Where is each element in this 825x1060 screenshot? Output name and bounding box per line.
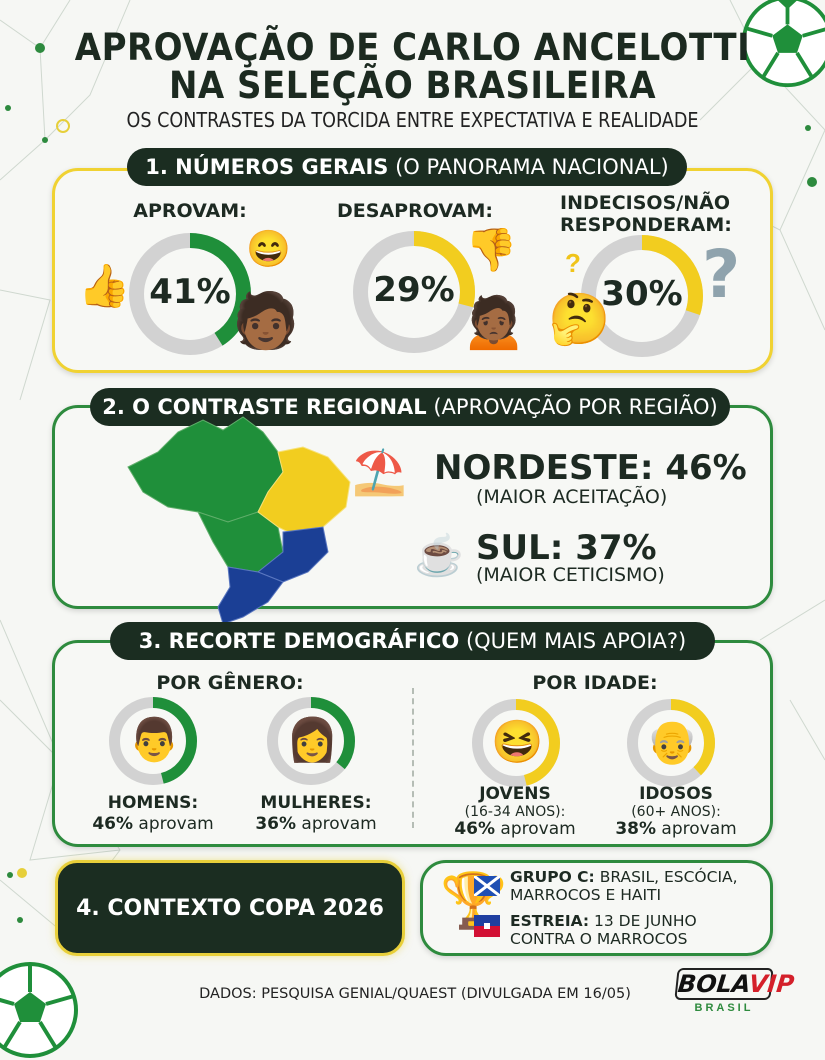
men-donut <box>109 697 197 785</box>
men-suffix: aprovam <box>133 814 214 834</box>
logo-sub: BRASIL <box>694 1002 754 1014</box>
young-person-avatar-icon: 😆 <box>491 718 544 765</box>
group-info: GRUPO C: BRASIL, ESCÓCIA, MARROCOS E HAI… <box>510 868 760 904</box>
undecided-label: INDECISOS/NÃO RESPONDERAM: <box>560 192 732 236</box>
logo-main: BOLA <box>676 970 751 998</box>
elderly-suffix: aprovam <box>656 819 737 839</box>
donut-fill-arc <box>581 235 703 357</box>
elderly-person-avatar-icon: 👴 <box>646 718 699 765</box>
undecided-label-line1: INDECISOS/NÃO <box>560 192 730 214</box>
donut-fill-arc <box>129 233 251 355</box>
group-teams: BRASIL, ESCÓCIA, MARROCOS E HAITI <box>510 868 738 904</box>
bolavip-logo: BOLAVIP BRASIL <box>674 968 796 1014</box>
women-donut <box>267 697 355 785</box>
debut-label: ESTREIA: <box>510 912 590 930</box>
undecided-label-line2: RESPONDERAM: <box>560 214 732 236</box>
group-label: GRUPO C: <box>510 868 595 886</box>
sul-approval: SUL: 37% <box>476 528 657 568</box>
women-value: 36% <box>255 814 297 834</box>
woman-avatar-icon: 👩 <box>286 716 339 763</box>
thumbs-down-icon: 👎 <box>465 226 518 273</box>
sul-note: (MAIOR CETICISMO) <box>476 564 665 586</box>
women-label: MULHERES: <box>260 793 372 813</box>
women-suffix: aprovam <box>296 814 377 834</box>
young-suffix: aprovam <box>495 819 576 839</box>
approve-donut <box>129 233 251 355</box>
section4-title-card: 4. CONTEXTO COPA 2026 <box>55 860 405 956</box>
undecided-donut <box>581 235 703 357</box>
football-icon <box>741 0 825 88</box>
young-value: 46% <box>454 819 496 839</box>
fan-sad-avatar: 🙍🏾 <box>460 291 528 351</box>
approve-value: 41% <box>149 272 231 312</box>
elderly-stat: IDOSOS (60+ ANOS): 38% aprovam <box>606 786 746 838</box>
map-region-sul <box>217 566 284 625</box>
coffee-cup-icon: ☕ <box>414 534 464 578</box>
gender-label: POR GÊNERO: <box>156 672 304 694</box>
elderly-range: (60+ ANOS): <box>631 804 721 820</box>
disapprove-label: DESAPROVAM: <box>337 200 493 222</box>
data-source: DADOS: PESQUISA GENIAL/QUAEST (DIVULGADA… <box>199 986 631 1002</box>
disapprove-value: 29% <box>373 270 455 310</box>
page-title-line1: APROVAÇÃO DE CARLO ANCELOTTI <box>74 26 751 69</box>
page-title-line2: NA SELEÇÃO BRASILEIRA <box>168 64 657 107</box>
donut-fill-arc <box>353 231 475 353</box>
network-background-decoration <box>0 0 825 933</box>
section3-title-bold: 3. RECORTE DEMOGRÁFICO <box>138 629 460 653</box>
map-region-norte <box>127 416 284 523</box>
elderly-label: IDOSOS <box>639 784 713 804</box>
brazil-map <box>127 416 351 625</box>
debut-date: 13 DE JUNHO CONTRA O MARROCOS <box>510 912 697 948</box>
section1-header: 1. NÚMEROS GERAIS (O PANORAMA NACIONAL) <box>127 148 687 186</box>
young-label: JOVENS <box>479 784 551 804</box>
men-stat: HOMENS: 46% aprovam <box>88 793 218 835</box>
section3-header: 3. RECORTE DEMOGRÁFICO (QUEM MAIS APOIA?… <box>110 622 715 660</box>
disapprove-donut <box>353 231 475 353</box>
man-avatar-icon: 👨 <box>128 716 181 763</box>
undecided-value: 30% <box>601 274 683 314</box>
nordeste-approval: NORDESTE: 46% <box>434 448 747 488</box>
section2-title-rest: (APROVAÇÃO POR REGIÃO) <box>433 395 718 419</box>
donut-fill-arc <box>472 699 560 787</box>
section2-title-bold: 2. O CONTRASTE REGIONAL <box>102 395 427 419</box>
men-value: 46% <box>92 814 134 834</box>
section4-title: 4. CONTEXTO COPA 2026 <box>76 895 384 921</box>
elderly-value: 38% <box>615 819 657 839</box>
section1-title-rest: (O PANORAMA NACIONAL) <box>395 155 669 179</box>
haiti-flag-icon <box>474 915 500 937</box>
fan-happy-avatar: 🧑🏾 <box>232 291 300 351</box>
young-range: (16-34 ANOS): <box>464 804 566 820</box>
football-icon <box>0 962 78 1058</box>
section3-title-rest: (QUEM MAIS APOIA?) <box>465 629 687 653</box>
logo-accent: VIP <box>747 970 796 998</box>
young-stat: JOVENS (16-34 ANOS): 46% aprovam <box>445 786 585 838</box>
approve-label: APROVAM: <box>133 200 247 222</box>
beach-umbrella-icon: ⛱️ <box>352 448 407 497</box>
age-label: POR IDADE: <box>532 672 658 694</box>
scotland-flag-icon <box>474 876 500 896</box>
thumbs-up-icon: 👍 <box>78 262 131 309</box>
debut-info: ESTREIA: 13 DE JUNHO CONTRA O MARROCOS <box>510 912 760 948</box>
page-subtitle: OS CONTRASTES DA TORCIDA ENTRE EXPECTATI… <box>126 108 699 132</box>
laughing-face-icon: 😄 <box>246 228 291 269</box>
question-mark-large-icon: ? <box>702 236 741 313</box>
map-region-sudeste <box>257 526 329 583</box>
women-stat: MULHERES: 36% aprovam <box>246 793 386 835</box>
donut-fill-arc <box>627 699 715 787</box>
men-label: HOMENS: <box>107 793 199 813</box>
question-mark-icon: ? <box>565 248 581 278</box>
section1-title-bold: 1. NÚMEROS GERAIS <box>145 155 389 179</box>
section3-divider <box>412 688 414 828</box>
section2-header: 2. O CONTRASTE REGIONAL (APROVAÇÃO POR R… <box>90 388 730 426</box>
donut-fill-arc <box>109 697 197 785</box>
nordeste-note: (MAIOR ACEITAÇÃO) <box>476 486 668 508</box>
young-donut <box>472 699 560 787</box>
donut-fill-arc <box>267 697 355 785</box>
elderly-donut <box>627 699 715 787</box>
fan-thinking-avatar: 🤔 <box>548 291 611 347</box>
